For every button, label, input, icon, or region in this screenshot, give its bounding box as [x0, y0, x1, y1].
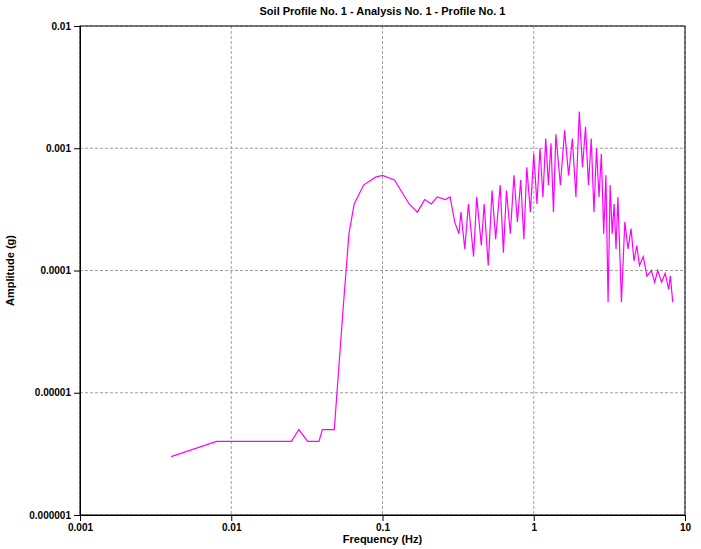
title: Soil Profile No. 1 - Analysis No. 1 - Pr… — [260, 5, 506, 17]
grid-line-y — [80, 270, 685, 271]
chart: 0.0010.010.11100.0000010.000010.00010.00… — [0, 0, 701, 549]
tick-label: 0.01 — [222, 522, 242, 533]
tick-mark — [80, 515, 81, 521]
tick-label: 10 — [680, 522, 692, 533]
x-axis-title: Frequency (Hz) — [343, 533, 423, 545]
tick-label: 0.1 — [376, 522, 390, 533]
y-axis-title: Amplitude (g) — [4, 235, 16, 306]
tick-mark — [74, 393, 80, 394]
grid-line-y — [80, 392, 685, 393]
tick-label: 0.001 — [46, 143, 71, 154]
tick: 0.001 — [46, 143, 80, 154]
tick-label: 0.000001 — [29, 510, 71, 521]
series-group — [171, 111, 673, 456]
x-axis: 0.001 0.01 0.1 1 10 — [68, 515, 692, 533]
tick: 0.0001 — [40, 265, 80, 276]
tick-label: 0.00001 — [35, 387, 72, 398]
tick: 1 — [531, 515, 537, 533]
tick-mark — [74, 271, 80, 272]
tick: 0.01 — [222, 515, 242, 533]
tick-label: 0.01 — [52, 21, 72, 32]
tick: 0.001 — [68, 515, 93, 533]
tick-label: 0.001 — [68, 522, 93, 533]
plot-background — [80, 26, 685, 515]
grid-line-x — [533, 26, 534, 515]
tick-mark — [534, 515, 535, 521]
tick-mark — [685, 515, 686, 521]
tick: 0.01 — [52, 21, 80, 32]
plot-frame — [80, 26, 685, 515]
y-axis: 0.000001 0.00001 0.0001 0.001 0.01 — [29, 21, 80, 521]
background — [0, 0, 701, 549]
tick: 10 — [680, 515, 692, 533]
tick-mark — [231, 515, 232, 521]
tick-mark — [74, 515, 80, 516]
tick-mark — [74, 148, 80, 149]
tick-mark — [74, 26, 80, 27]
grid — [80, 26, 685, 515]
tick: 0.000001 — [29, 510, 80, 521]
tick-label: 0.0001 — [40, 265, 71, 276]
grid-line-y — [80, 148, 685, 149]
series-line — [171, 111, 673, 456]
tick-mark — [383, 515, 384, 521]
tick-label: 1 — [531, 522, 537, 533]
plot: 0.0010.010.11100.0000010.000010.00010.00… — [29, 21, 691, 533]
tick: 0.00001 — [35, 387, 80, 398]
tick: 0.1 — [376, 515, 390, 533]
